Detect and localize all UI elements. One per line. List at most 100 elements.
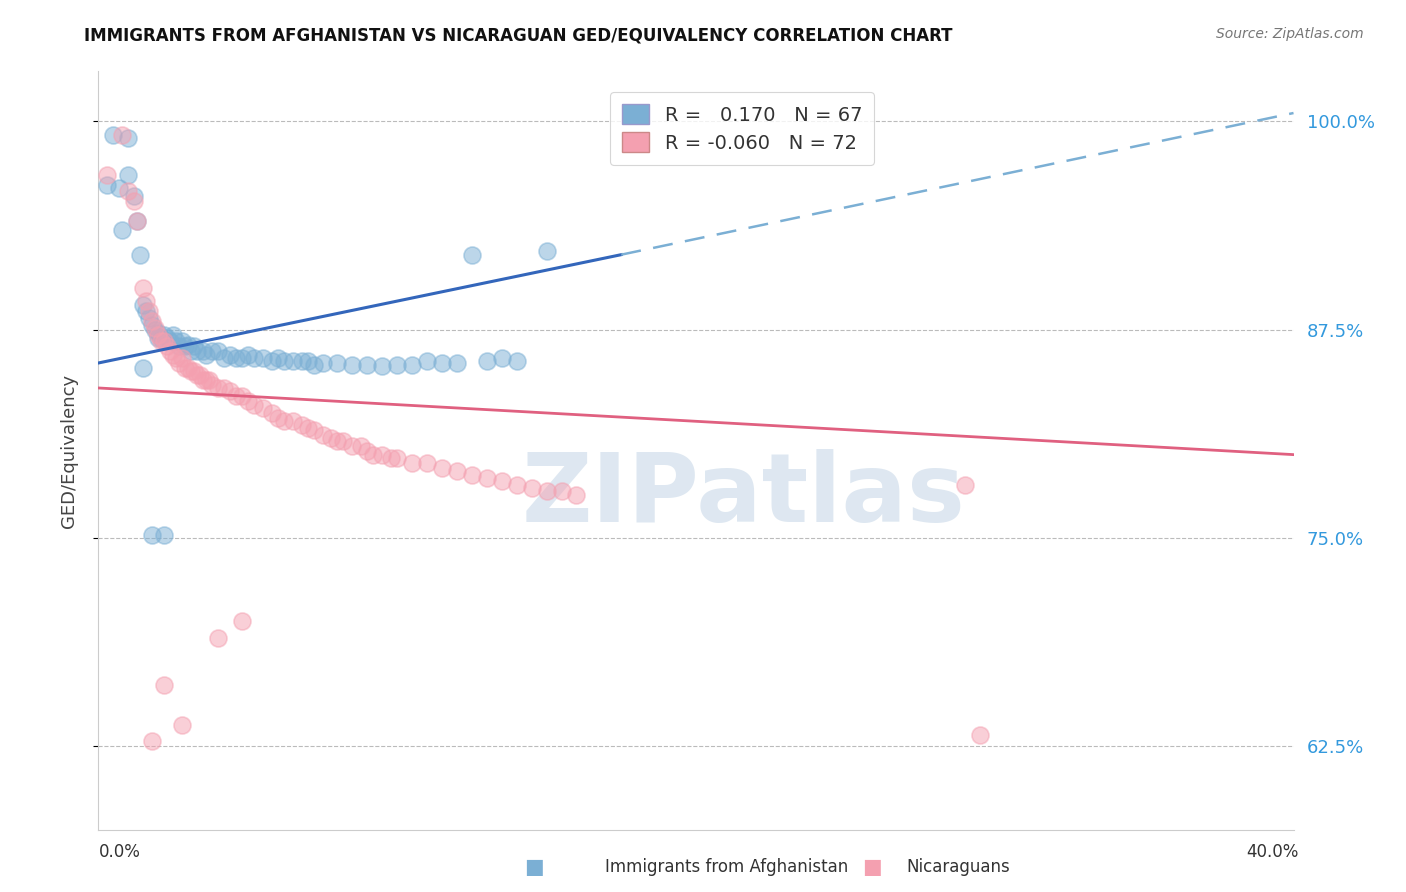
Point [231, 614, 253, 628]
Point [183, 339, 205, 353]
Legend: R =   0.170   N = 67, R = -0.060   N = 72: R = 0.170 N = 67, R = -0.060 N = 72 [610, 93, 873, 165]
Point [446, 464, 468, 478]
Point [506, 354, 529, 368]
Point [127, 214, 149, 228]
Point [165, 334, 187, 349]
Point [380, 450, 402, 465]
Point [231, 389, 253, 403]
Point [117, 168, 139, 182]
Point [273, 354, 295, 368]
Point [150, 334, 173, 349]
Point [225, 389, 247, 403]
Point [326, 356, 349, 370]
Text: IMMIGRANTS FROM AFGHANISTAN VS NICARAGUAN GED/EQUIVALENCY CORRELATION CHART: IMMIGRANTS FROM AFGHANISTAN VS NICARAGUA… [84, 27, 953, 45]
Point [141, 314, 163, 328]
Point [252, 351, 274, 365]
Point [236, 394, 259, 409]
Point [150, 331, 173, 345]
Point [212, 351, 235, 365]
Point [124, 189, 146, 203]
Point [207, 344, 229, 359]
Point [132, 298, 155, 312]
Point [143, 321, 166, 335]
Point [291, 417, 314, 432]
Point [153, 327, 176, 342]
Point [132, 281, 155, 295]
Point [385, 358, 409, 372]
Point [953, 477, 976, 491]
Point [135, 294, 157, 309]
Point [207, 381, 229, 395]
Point [153, 334, 176, 349]
Point [260, 354, 283, 368]
Point [156, 339, 179, 353]
Point [188, 368, 211, 382]
Point [162, 327, 184, 342]
Point [371, 359, 394, 374]
Point [174, 339, 197, 353]
Point [148, 331, 170, 345]
Point [219, 348, 242, 362]
Point [124, 194, 146, 209]
Point [219, 384, 242, 399]
Text: 40.0%: 40.0% [1246, 843, 1299, 861]
Point [236, 348, 259, 362]
Point [371, 448, 394, 462]
Point [281, 414, 304, 428]
Point [297, 421, 319, 435]
Point [969, 728, 991, 742]
Point [356, 358, 378, 372]
Point [356, 444, 378, 458]
Text: Nicaraguans: Nicaraguans [907, 858, 1011, 876]
Point [117, 185, 139, 199]
Point [461, 247, 484, 261]
Point [183, 364, 205, 378]
Point [165, 351, 187, 365]
Text: ■: ■ [524, 857, 544, 877]
Point [550, 484, 572, 499]
Point [159, 344, 181, 359]
Point [430, 356, 453, 370]
Point [475, 471, 498, 485]
Point [243, 351, 266, 365]
Point [167, 356, 190, 370]
Point [180, 344, 202, 359]
Point [108, 181, 131, 195]
Point [96, 168, 118, 182]
Point [143, 323, 166, 337]
Point [212, 381, 235, 395]
Point [174, 361, 197, 376]
Y-axis label: GED/Equivalency: GED/Equivalency [59, 374, 77, 527]
Point [141, 318, 163, 332]
Point [446, 356, 468, 370]
Point [186, 344, 208, 359]
Text: ZIPatlas: ZIPatlas [522, 450, 966, 542]
Point [416, 456, 439, 470]
Point [311, 356, 333, 370]
Point [127, 214, 149, 228]
Point [225, 351, 247, 365]
Point [103, 128, 125, 142]
Point [138, 304, 160, 318]
Text: Source: ZipAtlas.com: Source: ZipAtlas.com [1216, 27, 1364, 41]
Point [342, 439, 364, 453]
Point [321, 431, 343, 445]
Point [401, 456, 423, 470]
Point [363, 448, 385, 462]
Point [267, 351, 290, 365]
Point [267, 411, 290, 425]
Point [491, 351, 513, 365]
Point [148, 327, 170, 342]
Point [132, 361, 155, 376]
Point [153, 677, 176, 691]
Point [201, 344, 224, 359]
Point [416, 354, 439, 368]
Point [332, 434, 354, 449]
Point [198, 373, 221, 387]
Point [117, 131, 139, 145]
Point [195, 348, 218, 362]
Point [191, 373, 214, 387]
Point [191, 344, 214, 359]
Point [172, 334, 194, 349]
Point [302, 358, 325, 372]
